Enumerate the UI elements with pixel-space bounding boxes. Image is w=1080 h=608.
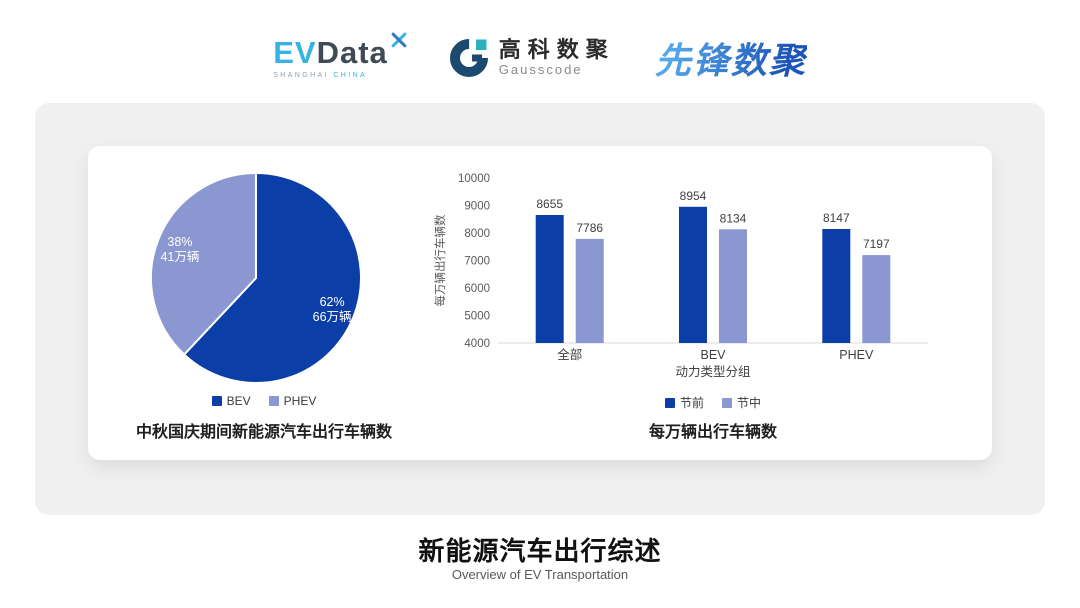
y-tick-label: 8000 — [464, 228, 490, 240]
gausscode-text: 高科数聚 Gausscode — [498, 37, 615, 78]
y-tick-label: 10000 — [458, 173, 490, 185]
legend-item: BEV — [211, 394, 251, 408]
evdata-sub-shanghai: SHANGHAI — [273, 72, 329, 79]
bar-value-label: 7197 — [863, 237, 890, 251]
evdata-x-icon — [391, 32, 407, 48]
evdata-subtext: SHANGHAI CHINA — [273, 72, 367, 79]
legend-swatch — [211, 396, 222, 406]
x-tick-label: PHEV — [839, 348, 874, 362]
gausscode-g-icon — [449, 39, 488, 77]
legend-item: PHEV — [268, 394, 317, 408]
bar-节前-PHEV — [822, 229, 851, 343]
pie-chart: 62% 66万辆 38% 41万辆 — [150, 172, 362, 384]
charts-card: 62% 66万辆 38% 41万辆 BEV PHEV 中秋国庆期间新能源汽车出行车辆数 … — [88, 146, 992, 460]
legend-swatch — [664, 397, 675, 408]
bar-value-label: 8655 — [536, 197, 563, 211]
pie-slice-label: 38% 41万辆 — [160, 235, 199, 264]
bar-value-label: 7786 — [576, 221, 603, 235]
legend-swatch — [722, 397, 732, 408]
legend-label: 节中 — [737, 396, 762, 410]
bar-chart: 4000 5000 6000 7000 8000 9000 10000 每万辆出行车辆数 865… — [433, 173, 928, 379]
y-tick-label: 6000 — [464, 283, 490, 295]
gausscode-cn-text: 高科数聚 — [498, 37, 615, 63]
y-tick-label: 9000 — [464, 201, 490, 213]
bar-caption: 每万辆出行车辆数 — [648, 424, 777, 441]
header-logos: EV Data SHANGHAI CHINA 高科数聚 Gausscode — [0, 26, 1080, 90]
evdata-data-text: Data — [316, 35, 388, 70]
page-title: 新能源汽车出行综述 — [418, 536, 662, 566]
pie-slice-label: 62% 66万辆 — [313, 295, 352, 324]
xianfeng-logo: 先锋数聚 — [655, 32, 807, 84]
bar-节中-全部 — [575, 238, 604, 343]
bar-legend: 节前 节中 — [498, 394, 928, 411]
pie-caption: 中秋国庆期间新能源汽车出行车辆数 — [135, 424, 392, 441]
gausscode-en-text: Gausscode — [498, 62, 583, 78]
gray-panel: 62% 66万辆 38% 41万辆 BEV PHEV 中秋国庆期间新能源汽车出行车辆数 … — [35, 103, 1045, 515]
y-tick-label: 5000 — [464, 311, 490, 323]
y-tick-label: 7000 — [464, 256, 490, 268]
gausscode-logo: 高科数聚 Gausscode — [448, 37, 615, 79]
legend-label: BEV — [226, 394, 251, 408]
bar-value-label: 8147 — [823, 211, 850, 225]
evdata-ev-text: EV — [273, 35, 317, 70]
x-axis-title: 动力类型分组 — [675, 365, 750, 379]
legend-label: 节前 — [679, 396, 704, 410]
y-tick-label: 4000 — [464, 338, 490, 350]
x-tick-label: BEV — [700, 348, 726, 362]
evdata-sub-china: CHINA — [333, 72, 368, 79]
legend-swatch — [268, 396, 279, 406]
bar-节前-全部 — [535, 215, 564, 343]
bar-节前-BEV — [679, 206, 707, 343]
x-tick-label: 全部 — [557, 347, 582, 362]
evdata-logo: EV Data SHANGHAI CHINA — [273, 32, 408, 79]
y-axis-title: 每万辆出行车辆数 — [433, 214, 447, 306]
pie-slice-BEV — [183, 172, 362, 384]
bar-节中-BEV — [719, 229, 747, 343]
legend-label: PHEV — [283, 394, 317, 408]
pie-legend: BEV PHEV — [96, 394, 432, 408]
bar-value-label: 8134 — [720, 211, 747, 225]
bar-节中-PHEV — [862, 255, 891, 343]
bar-value-label: 8954 — [680, 189, 707, 203]
evdata-wordmark: EV Data — [273, 32, 408, 70]
page-subtitle: Overview of EV Transportation — [451, 567, 629, 582]
legend-item: 节前 — [664, 394, 704, 411]
legend-item: 节中 — [722, 394, 761, 411]
pie-slice-PHEV — [150, 172, 257, 356]
xianfeng-text: 先锋数聚 — [654, 40, 807, 81]
